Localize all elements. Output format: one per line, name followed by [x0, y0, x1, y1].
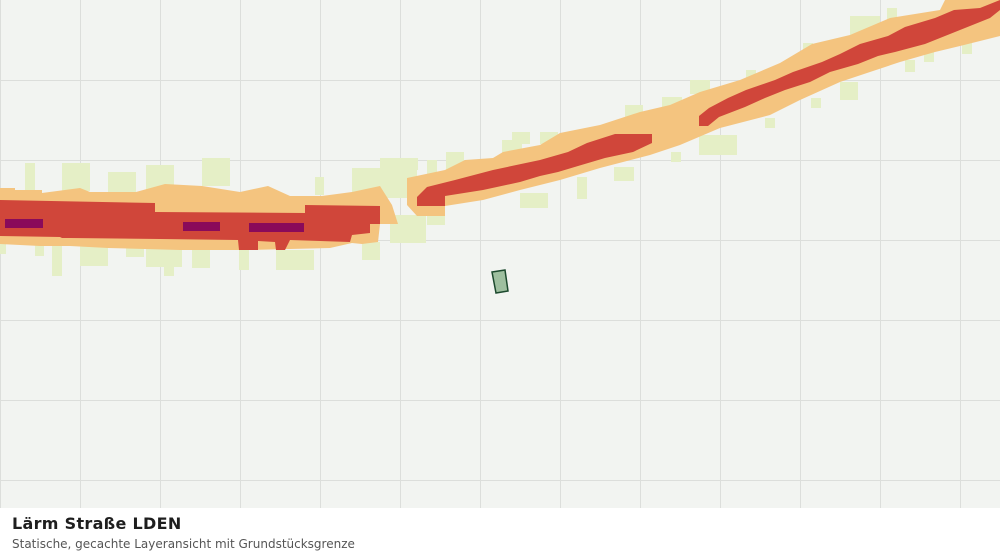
map-title: Lärm Straße LDEN — [12, 514, 182, 533]
noise-zone-very-high — [5, 219, 304, 232]
parcel-boundary[interactable] — [491, 269, 509, 294]
map-subtitle: Statische, gecachte Layeransicht mit Gru… — [12, 537, 355, 551]
caption: Lärm Straße LDEN Statische, gecachte Lay… — [0, 508, 1000, 560]
map-view — [0, 0, 1000, 508]
